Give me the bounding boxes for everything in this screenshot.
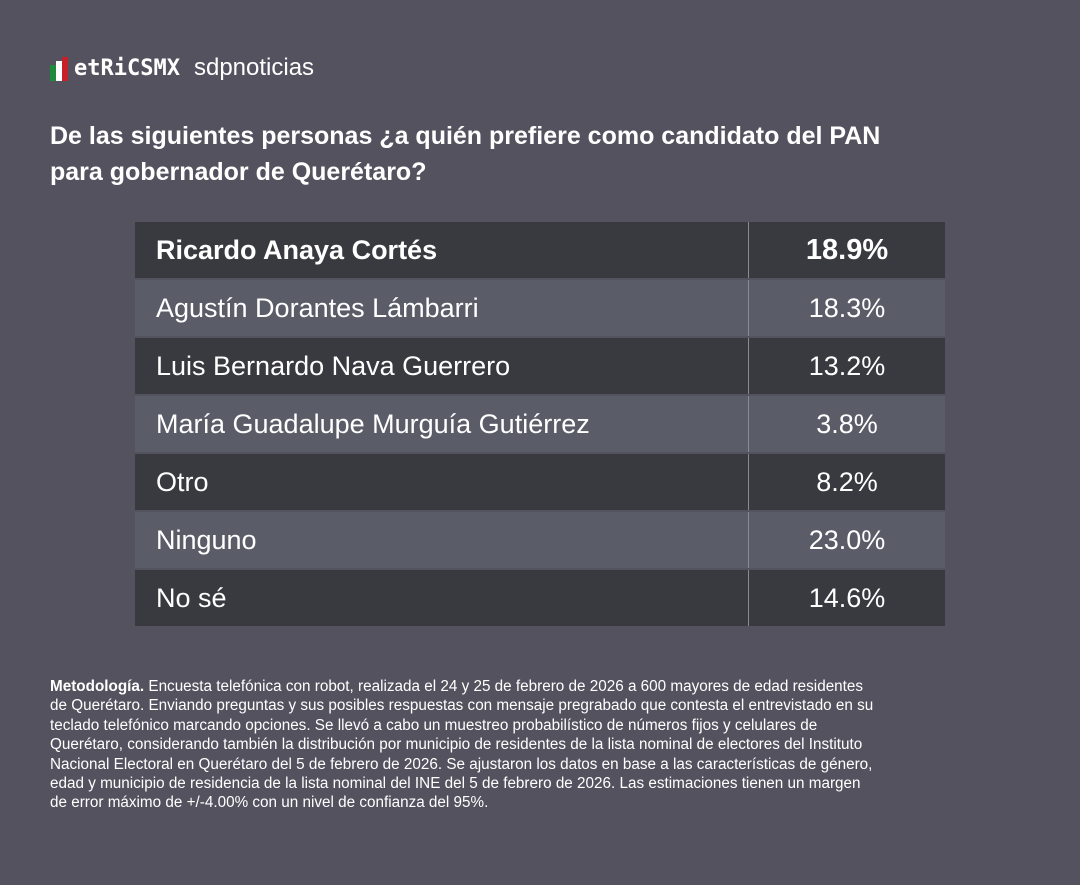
candidate-name: No sé <box>156 582 227 613</box>
methodology-label: Metodología. <box>50 678 145 695</box>
table-row: Ricardo Anaya Cortés 18.9% <box>135 222 945 278</box>
column-divider <box>748 338 749 394</box>
candidate-name: Luis Bernardo Nava Guerrero <box>156 350 511 381</box>
methodology-line: teclado telefónico marcando opciones. Se… <box>50 716 818 734</box>
candidate-name: María Guadalupe Murguía Gutiérrez <box>156 408 590 439</box>
candidate-name: Agustín Dorantes Lámbarri <box>156 292 479 323</box>
methodology-line: edad y municipio de residencia de la lis… <box>50 775 861 793</box>
sdpnoticias-logo: sdpnoticias <box>193 54 315 81</box>
candidate-percent: 14.6% <box>808 582 886 613</box>
table-row: Ninguno 23.0% <box>135 512 945 568</box>
title-line: para gobernador de Querétaro? <box>50 158 427 186</box>
column-divider <box>748 454 749 510</box>
question-title: De las siguientes personas ¿a quién pref… <box>50 118 1030 190</box>
table-row: María Guadalupe Murguía Gutiérrez 3.8% <box>135 396 945 452</box>
methodology-line: de error máximo de +/-4.00% con un nivel… <box>50 794 489 812</box>
candidate-percent: 18.3% <box>808 292 886 323</box>
table-row: No sé 14.6% <box>135 570 945 626</box>
column-divider <box>748 512 749 568</box>
methodology: Metodología. Encuesta telefónica con rob… <box>50 677 1050 813</box>
candidate-name: Ricardo Anaya Cortés <box>156 234 438 265</box>
results-table: Ricardo Anaya Cortés 18.9% Agustín Dorante… <box>135 222 945 628</box>
candidate-percent: 18.9% <box>805 233 889 266</box>
column-divider <box>748 222 749 278</box>
methodology-line: Nacional Electoral en Querétaro del 5 de… <box>50 755 873 773</box>
candidate-name: Otro <box>156 466 209 497</box>
methodology-line: de Querétaro. Enviando preguntas y sus p… <box>50 697 874 715</box>
metrics-logo-icon <box>50 53 72 83</box>
methodology-line: Metodología. Encuesta telefónica con rob… <box>50 677 1035 696</box>
methodology-text: Encuesta telefónica con robot, realizada… <box>144 678 864 695</box>
column-divider <box>748 280 749 336</box>
candidate-percent: 23.0% <box>808 524 886 555</box>
methodology-line: Querétaro, considerando también la distr… <box>50 736 863 754</box>
table-row: Otro 8.2% <box>135 454 945 510</box>
metrics-logo-text: etRiCSMX <box>74 55 180 81</box>
candidate-name: Ninguno <box>156 524 257 555</box>
candidate-percent: 13.2% <box>808 350 886 381</box>
column-divider <box>748 570 749 626</box>
candidate-percent: 3.8% <box>816 408 878 439</box>
column-divider <box>748 396 749 452</box>
title-line: De las siguientes personas ¿a quién pref… <box>50 122 881 150</box>
table-row: Agustín Dorantes Lámbarri 18.3% <box>135 280 945 336</box>
logo: etRiCSMX sdpnoticias <box>50 50 314 86</box>
candidate-percent: 8.2% <box>816 466 878 497</box>
table-row: Luis Bernardo Nava Guerrero 13.2% <box>135 338 945 394</box>
